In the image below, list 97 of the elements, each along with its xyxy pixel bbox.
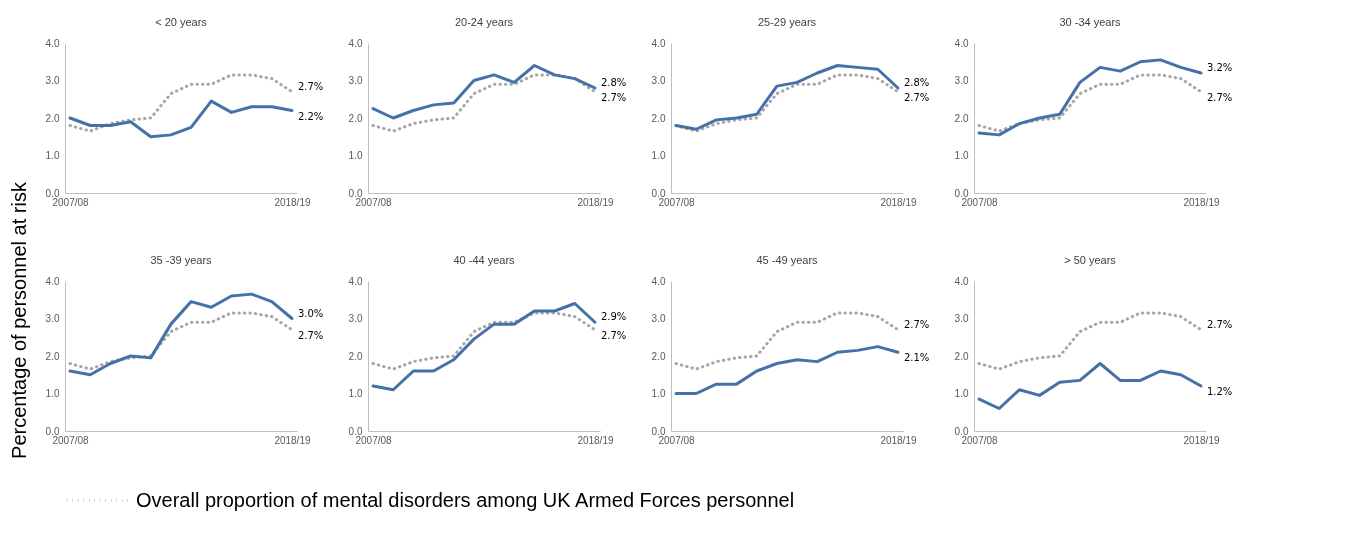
y-tick-label: 3.0 (954, 313, 969, 324)
data-label: 1.2% (1206, 386, 1233, 397)
line-series (371, 64, 597, 120)
y-tick-label: 4.0 (954, 275, 969, 287)
y-tick-label: 0.0 (651, 425, 666, 437)
y-tick-label: 2.0 (45, 350, 60, 362)
line-series (68, 311, 294, 371)
data-label: 2.7% (600, 329, 627, 341)
x-tick-label: 2007/08 (355, 196, 393, 208)
data-label: 2.7% (1206, 91, 1233, 103)
y-tick-label: 3.0 (348, 313, 363, 324)
x-tick-label: 2018/19 (880, 196, 917, 208)
data-label: 2.7% (297, 329, 324, 341)
y-tick-label: 3.0 (651, 75, 666, 86)
chart-title: 35 -39 years (150, 254, 213, 266)
data-label: 2.8% (600, 77, 627, 88)
y-tick-label: 0.0 (45, 187, 60, 199)
line-series (674, 64, 900, 131)
line-series (977, 58, 1203, 137)
chart-title: > 50 years (1064, 254, 1117, 266)
data-label: 2.8% (903, 77, 930, 88)
line-series (977, 362, 1203, 410)
y-tick-label: 1.0 (348, 388, 363, 399)
data-label: 2.7% (297, 80, 324, 92)
x-tick-label: 2007/08 (658, 196, 696, 208)
line-series (371, 73, 597, 133)
chart-title: 45 -49 years (756, 254, 819, 266)
y-tick-label: 2.0 (348, 112, 363, 124)
y-tick-label: 3.0 (954, 75, 969, 86)
x-tick-label: 2018/19 (274, 196, 311, 208)
line-series (674, 345, 900, 395)
x-tick-label: 2018/19 (274, 434, 311, 446)
x-tick-label: 2018/19 (1183, 196, 1220, 208)
y-tick-label: 0.0 (348, 425, 363, 437)
y-tick-label: 3.0 (45, 75, 60, 86)
data-label: 2.7% (903, 91, 930, 103)
y-tick-label: 2.0 (651, 112, 666, 124)
y-tick-label: 4.0 (954, 37, 969, 49)
data-label: 2.7% (600, 91, 627, 103)
data-label: 2.1% (903, 352, 930, 364)
y-tick-label: 1.0 (45, 150, 60, 161)
y-tick-label: 2.0 (954, 112, 969, 124)
y-tick-label: 4.0 (348, 37, 363, 49)
y-tick-label: 1.0 (651, 388, 666, 399)
data-label: 3.2% (1206, 62, 1233, 73)
y-tick-label: 2.0 (954, 350, 969, 362)
chart-title: 25-29 years (757, 16, 817, 28)
y-tick-label: 2.0 (45, 112, 60, 124)
y-tick-label: 1.0 (348, 150, 363, 161)
x-tick-label: 2018/19 (577, 434, 614, 446)
line-series (68, 73, 294, 133)
y-tick-label: 3.0 (651, 313, 666, 324)
y-tick-label: 1.0 (954, 150, 969, 161)
y-tick-label: 2.0 (651, 350, 666, 362)
data-label: 2.2% (297, 110, 324, 122)
data-label: 2.7% (903, 318, 930, 330)
y-tick-label: 1.0 (45, 388, 60, 399)
chart-title: 30 -34 years (1059, 16, 1122, 28)
data-label: 2.7% (1206, 318, 1233, 330)
y-tick-label: 4.0 (45, 37, 60, 49)
y-tick-label: 0.0 (651, 187, 666, 199)
x-tick-label: 2007/08 (52, 196, 90, 208)
y-tick-label: 4.0 (651, 275, 666, 287)
chart-title: 20-24 years (454, 16, 514, 28)
y-tick-label: 0.0 (954, 187, 969, 199)
y-tick-label: 0.0 (45, 425, 60, 437)
y-tick-label: 4.0 (348, 275, 363, 287)
y-tick-label: 0.0 (954, 425, 969, 437)
line-series (977, 311, 1203, 371)
y-axis-title: Percentage of personnel at risk (7, 181, 31, 459)
data-label: 3.0% (297, 307, 324, 319)
x-tick-label: 2007/08 (658, 434, 696, 446)
y-tick-label: 4.0 (45, 275, 60, 287)
legend-label: Overall proportion of mental disorders among UK Armed Forces personnel (136, 488, 795, 511)
x-tick-label: 2007/08 (52, 434, 90, 446)
line-series (68, 292, 294, 377)
line-series (371, 302, 597, 392)
x-tick-label: 2007/08 (961, 196, 999, 208)
y-tick-label: 1.0 (651, 150, 666, 161)
line-series (68, 99, 294, 139)
chart-title: < 20 years (155, 16, 208, 28)
data-label: 2.9% (600, 311, 627, 323)
x-tick-label: 2018/19 (1183, 434, 1220, 446)
x-tick-label: 2007/08 (355, 434, 393, 446)
x-tick-label: 2018/19 (577, 196, 614, 208)
y-tick-label: 4.0 (651, 37, 666, 49)
y-tick-label: 1.0 (954, 388, 969, 399)
y-tick-label: 3.0 (45, 313, 60, 324)
line-series (674, 311, 900, 371)
line-series (371, 311, 597, 371)
line-series (977, 73, 1203, 133)
x-tick-label: 2018/19 (880, 434, 917, 446)
y-tick-label: 3.0 (348, 75, 363, 86)
y-tick-label: 2.0 (348, 350, 363, 362)
y-tick-label: 0.0 (348, 187, 363, 199)
chart-title: 40 -44 years (453, 254, 516, 266)
x-tick-label: 2007/08 (961, 434, 999, 446)
